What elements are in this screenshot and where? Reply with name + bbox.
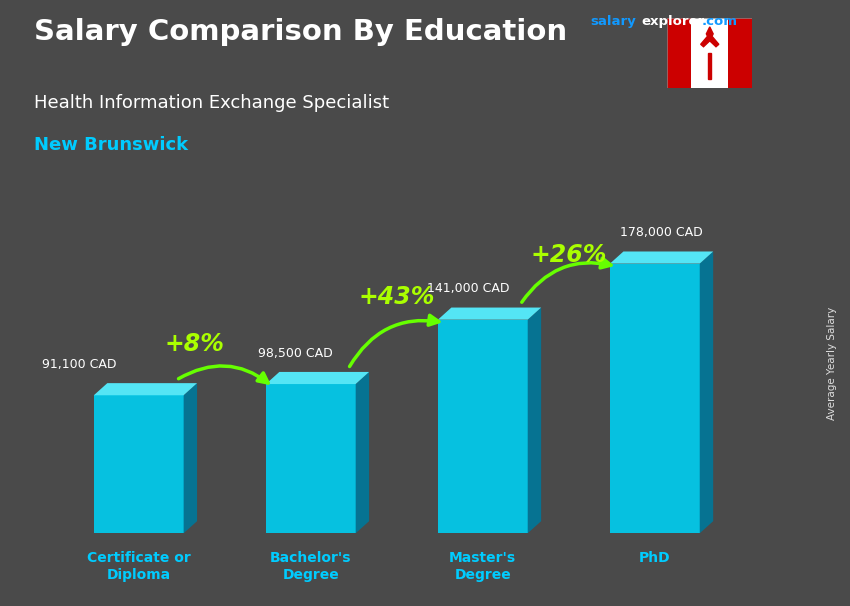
Polygon shape	[94, 383, 197, 395]
Polygon shape	[184, 383, 197, 533]
Text: +43%: +43%	[359, 285, 435, 309]
Text: 178,000 CAD: 178,000 CAD	[620, 227, 703, 239]
Bar	[691, 18, 728, 88]
Text: 91,100 CAD: 91,100 CAD	[42, 358, 116, 371]
Text: 98,500 CAD: 98,500 CAD	[258, 347, 333, 360]
Polygon shape	[438, 319, 528, 533]
Text: +26%: +26%	[530, 243, 607, 267]
Text: salary: salary	[591, 15, 637, 28]
Text: Average Yearly Salary: Average Yearly Salary	[827, 307, 837, 420]
Text: PhD: PhD	[639, 551, 671, 565]
Text: Salary Comparison By Education: Salary Comparison By Education	[34, 18, 567, 46]
Polygon shape	[355, 372, 369, 533]
Text: 141,000 CAD: 141,000 CAD	[427, 282, 509, 295]
Text: Certificate or
Diploma: Certificate or Diploma	[87, 551, 190, 582]
Text: explorer: explorer	[642, 15, 705, 28]
Polygon shape	[708, 53, 711, 79]
Polygon shape	[528, 307, 541, 533]
Polygon shape	[266, 372, 369, 384]
Polygon shape	[94, 395, 184, 533]
Polygon shape	[700, 27, 719, 47]
Text: +8%: +8%	[165, 332, 224, 356]
Bar	[728, 18, 752, 88]
Text: .com: .com	[701, 15, 737, 28]
Text: Health Information Exchange Specialist: Health Information Exchange Specialist	[34, 94, 389, 112]
Text: Bachelor's
Degree: Bachelor's Degree	[270, 551, 352, 582]
Polygon shape	[610, 264, 700, 533]
Polygon shape	[610, 251, 713, 264]
Polygon shape	[700, 251, 713, 533]
Polygon shape	[438, 307, 541, 319]
Bar	[667, 18, 691, 88]
Text: New Brunswick: New Brunswick	[34, 136, 188, 155]
Text: Master's
Degree: Master's Degree	[450, 551, 516, 582]
Polygon shape	[266, 384, 355, 533]
